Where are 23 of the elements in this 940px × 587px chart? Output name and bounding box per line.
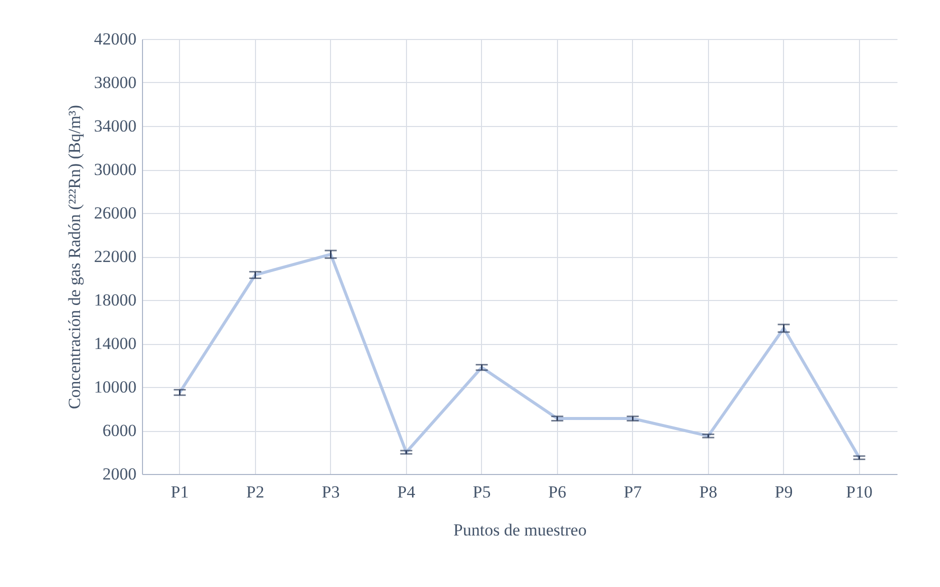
y-axis-title: Concentración de gas Radón (²²²Rn) (Bq/m³)	[65, 104, 84, 410]
y-tick-label: 6000	[102, 421, 136, 440]
x-tick-label: P6	[548, 482, 566, 502]
y-tick-label: 34000	[94, 116, 136, 136]
x-tick-label: P8	[699, 482, 718, 502]
y-tick-label: 30000	[94, 160, 136, 179]
y-tick-label: 38000	[94, 73, 136, 92]
y-tick-label: 14000	[94, 334, 136, 353]
x-tick-label: P2	[246, 482, 264, 502]
y-tick-label: 18000	[94, 290, 136, 310]
y-tick-label: 42000	[94, 30, 136, 48]
x-axis-title: Puntos de muestreo	[453, 520, 587, 540]
y-tick-label: 10000	[94, 378, 136, 396]
y-tick-label: 2000	[102, 464, 136, 484]
x-tick-label: P9	[774, 482, 793, 502]
x-tick-label: P4	[397, 482, 416, 502]
x-tick-label: P5	[472, 482, 491, 502]
x-tick-label: P3	[322, 482, 340, 502]
y-tick-label: 26000	[94, 204, 136, 222]
x-tick-label: P7	[624, 482, 642, 502]
x-tick-label: P10	[846, 482, 872, 502]
y-tick-label: 22000	[94, 247, 136, 266]
x-tick-label: P1	[170, 482, 189, 502]
